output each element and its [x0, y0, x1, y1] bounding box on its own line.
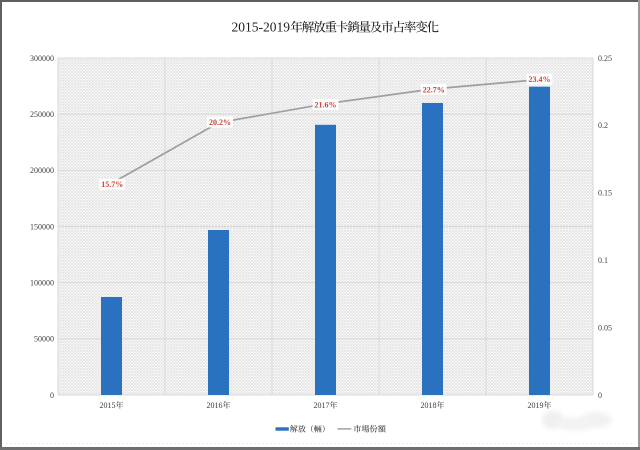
svg-text:20.2%: 20.2%: [209, 118, 231, 127]
svg-text:250000: 250000: [30, 110, 54, 119]
svg-text:300000: 300000: [30, 54, 54, 63]
svg-text:0.2: 0.2: [598, 121, 608, 130]
svg-text:2016: 2016: [207, 401, 223, 410]
svg-text:50000: 50000: [34, 335, 54, 344]
svg-text:150000: 150000: [30, 222, 54, 231]
svg-text:21.6%: 21.6%: [315, 100, 337, 109]
svg-text:2015-2019: 2015-2019: [232, 20, 291, 35]
svg-text:0.15: 0.15: [598, 189, 612, 198]
svg-text:200000: 200000: [30, 166, 54, 175]
svg-text:0.25: 0.25: [598, 54, 612, 63]
svg-text:2019: 2019: [528, 401, 544, 410]
svg-text:2015: 2015: [100, 401, 116, 410]
svg-text:2017: 2017: [314, 401, 330, 410]
svg-text:0: 0: [598, 391, 602, 400]
svg-text:0.05: 0.05: [598, 323, 612, 332]
svg-text:0.1: 0.1: [598, 256, 608, 265]
svg-text:23.4%: 23.4%: [529, 75, 551, 84]
svg-text:2018: 2018: [421, 401, 437, 410]
svg-text:22.7%: 22.7%: [423, 85, 445, 94]
svg-text:100000: 100000: [30, 279, 54, 288]
svg-text:0: 0: [50, 391, 54, 400]
svg-text:15.7%: 15.7%: [101, 180, 123, 189]
